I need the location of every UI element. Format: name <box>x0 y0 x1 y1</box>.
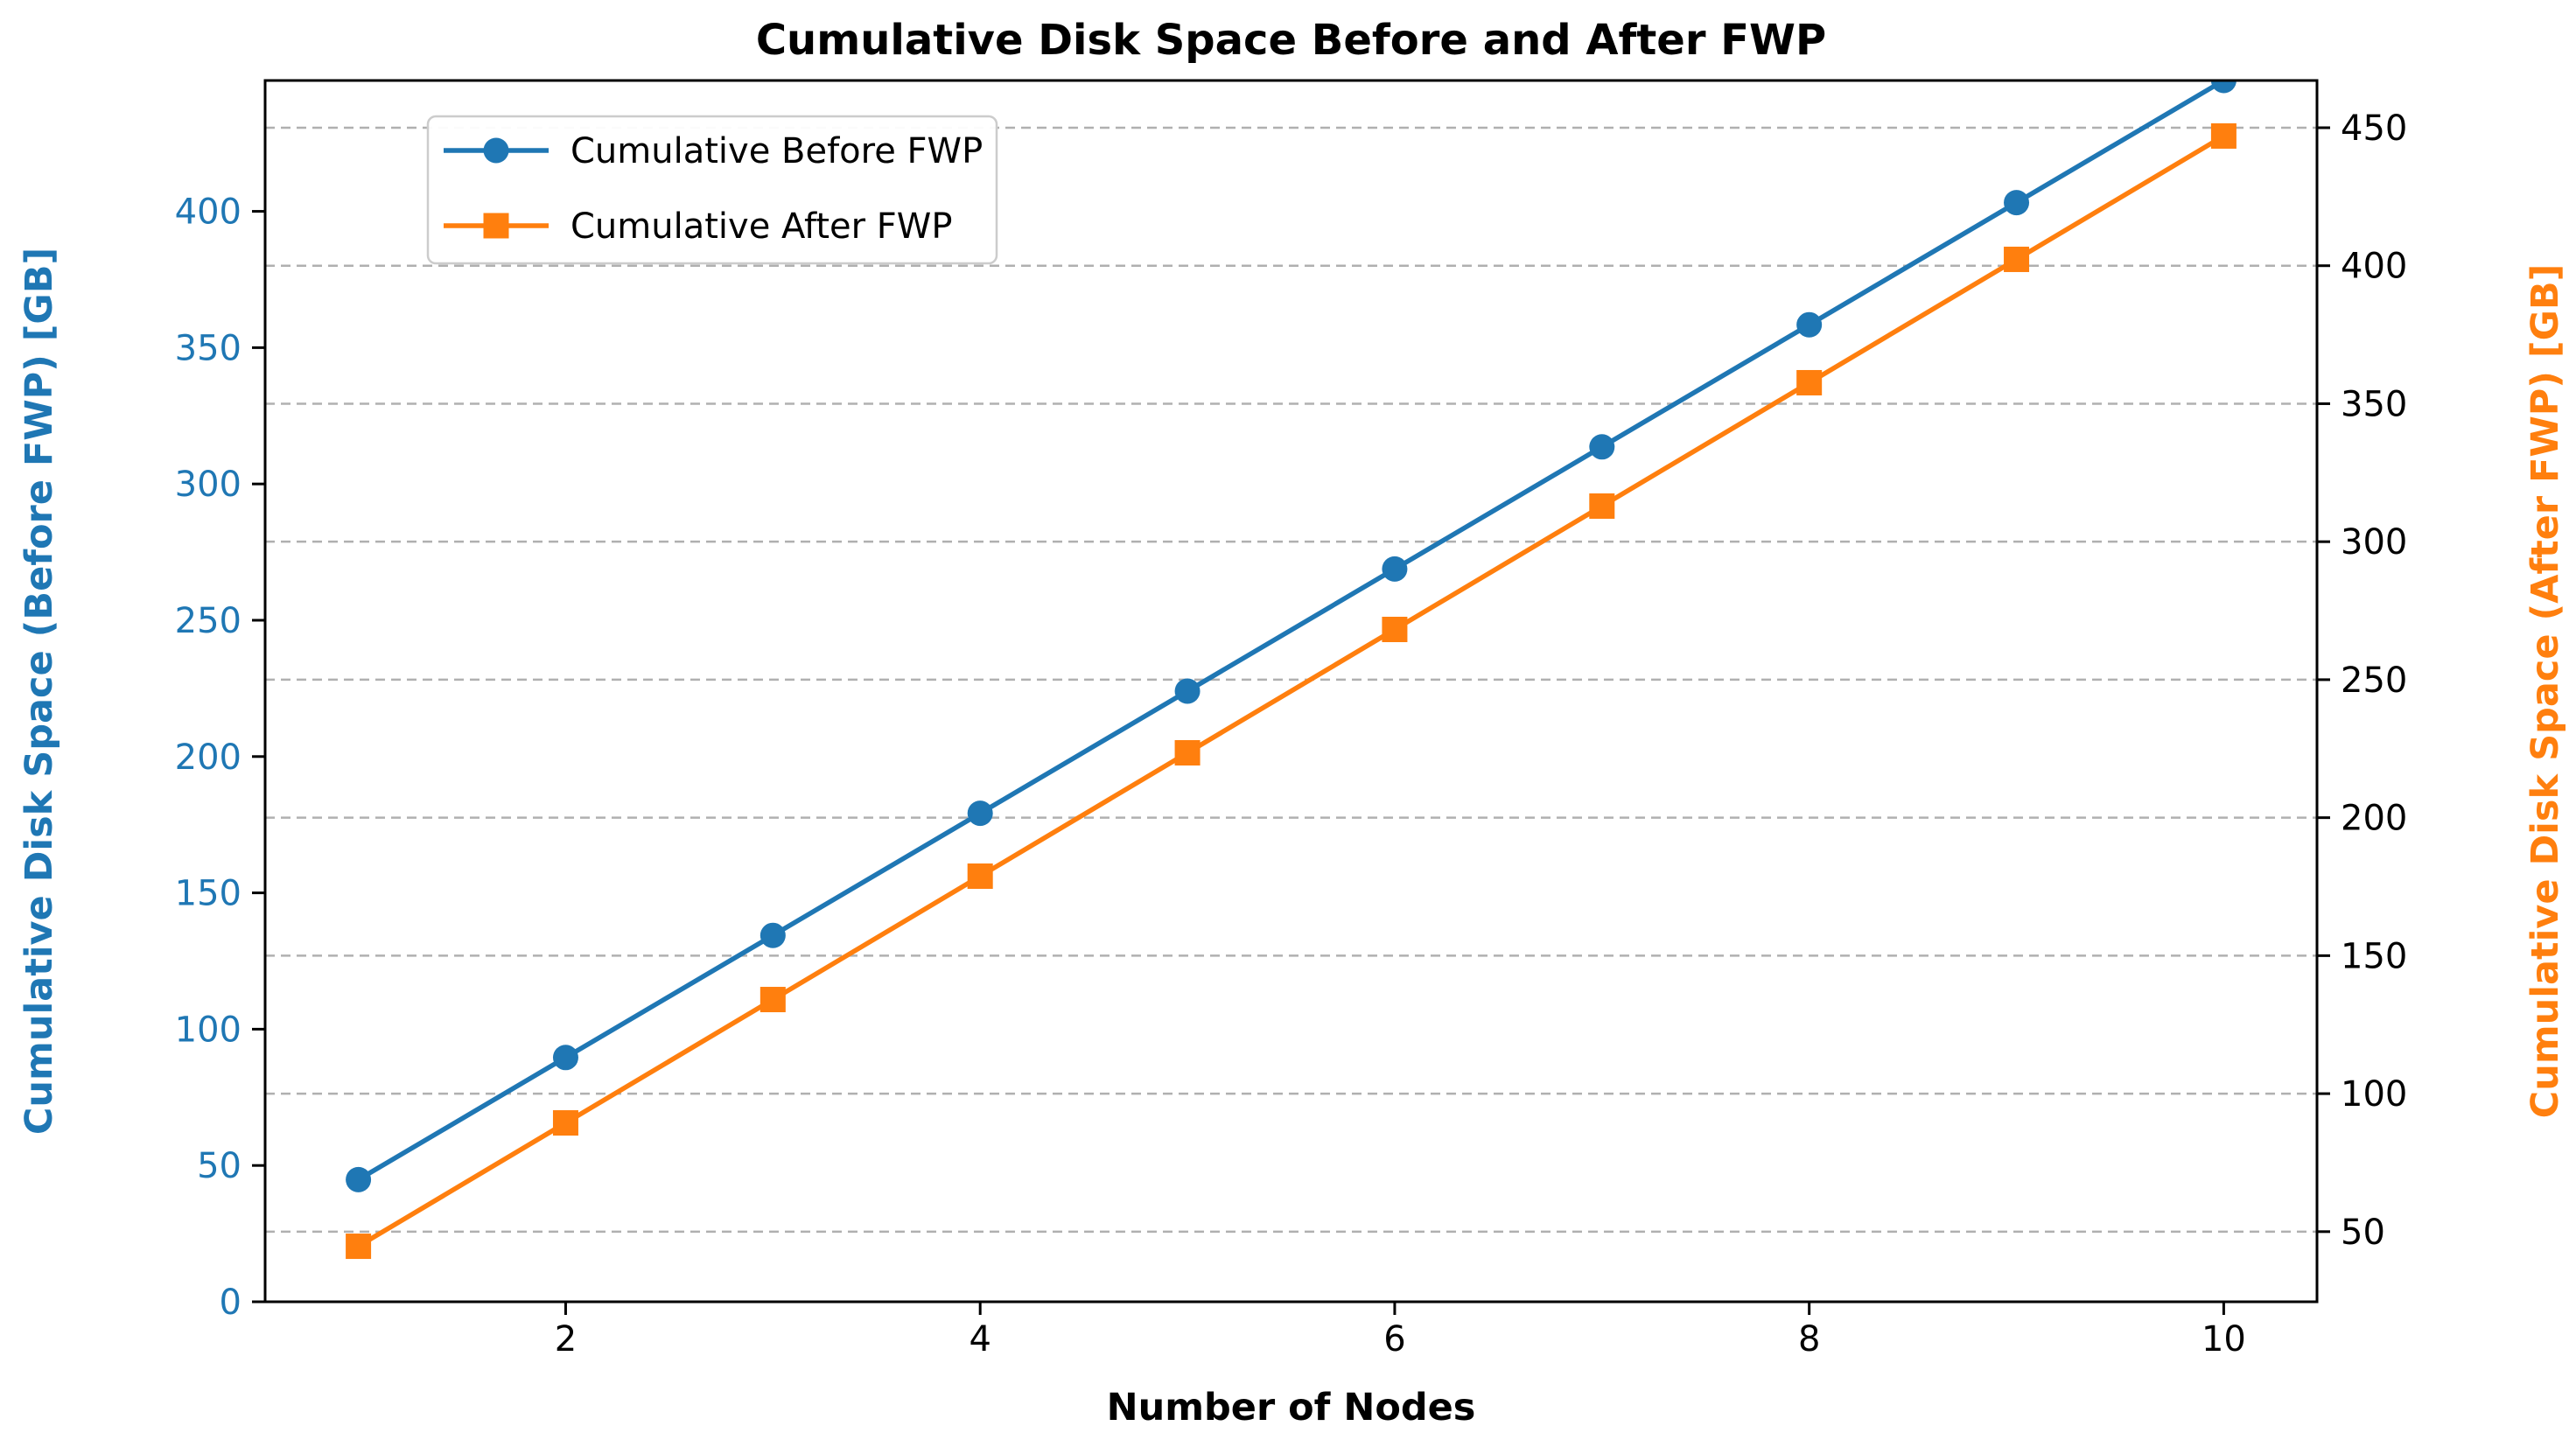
data-point-after <box>967 863 993 890</box>
data-point-before <box>2210 80 2236 94</box>
data-point-after <box>1796 369 1823 395</box>
legend-item: Cumulative Before FWP <box>444 131 983 171</box>
data-point-after <box>552 1110 578 1136</box>
x-axis-tick-label: 4 <box>969 1319 990 1360</box>
data-point-after <box>1174 740 1200 766</box>
left-axis-tick-label: 0 <box>220 1283 242 1323</box>
series-after-fwp <box>346 122 2236 1260</box>
data-point-before <box>760 922 786 948</box>
x-axis-tick-label: 8 <box>1798 1319 1820 1360</box>
left-axis-tick-label: 350 <box>175 328 242 368</box>
data-point-after <box>760 987 786 1013</box>
data-point-before <box>1174 678 1200 704</box>
left-axis-tick-label: 400 <box>175 192 242 233</box>
data-point-before <box>1382 556 1408 582</box>
right-axis-tick-label: 350 <box>2341 384 2407 424</box>
right-axis-label: Cumulative Disk Space (After FWP) [GB] <box>2524 264 2567 1119</box>
plot-border <box>263 79 2319 1304</box>
x-axis-tick-label: 6 <box>1383 1319 1405 1360</box>
right-axis-tick-label: 300 <box>2341 522 2407 563</box>
legend-square-marker-icon <box>483 213 509 239</box>
data-point-after <box>2210 122 2236 149</box>
series-before-fwp <box>346 80 2236 1192</box>
data-point-before <box>346 1166 372 1192</box>
left-axis-tick-label: 200 <box>175 737 242 778</box>
data-point-after <box>2004 246 2030 272</box>
legend-item-label: Cumulative After FWP <box>570 206 952 247</box>
series-line <box>355 133 2227 1249</box>
data-point-before <box>2004 190 2030 216</box>
legend-item-label: Cumulative Before FWP <box>570 131 983 171</box>
right-axis-tick-label: 100 <box>2341 1074 2407 1115</box>
chart-title: Cumulative Disk Space Before and After F… <box>756 16 1826 65</box>
x-axis-group: 2 4 6 8 10 <box>555 1302 2246 1360</box>
data-point-before <box>552 1045 578 1071</box>
data-point-before <box>967 800 993 827</box>
legend-box <box>426 115 998 265</box>
data-point-after <box>346 1234 372 1260</box>
right-axis-tick-label: 50 <box>2341 1213 2385 1253</box>
right-axis-group: 50 100 150 200 250 300 350 400 450 <box>2317 108 2407 1253</box>
data-point-after <box>1589 493 1615 519</box>
series-group <box>346 80 2236 1260</box>
right-axis-tick-label: 400 <box>2341 247 2407 287</box>
data-point-before <box>1589 434 1615 460</box>
right-axis-tick-label: 450 <box>2341 108 2407 149</box>
left-axis-tick-label: 50 <box>197 1146 242 1186</box>
data-point-before <box>1796 311 1823 338</box>
data-point-after <box>1382 616 1408 642</box>
left-axis-label: Cumulative Disk Space (Before FWP) [GB] <box>18 248 61 1135</box>
x-axis-label: Number of Nodes <box>1107 1386 1476 1430</box>
legend-circle-marker-icon <box>483 137 509 164</box>
left-axis-group: 0 50 100 150 200 250 300 350 400 <box>175 192 265 1323</box>
left-axis-tick-label: 100 <box>175 1010 242 1050</box>
x-axis-tick-label: 10 <box>2202 1319 2246 1360</box>
legend-item: Cumulative After FWP <box>444 206 952 247</box>
left-axis-tick-label: 150 <box>175 874 242 914</box>
x-axis-tick-label: 2 <box>555 1319 577 1360</box>
left-axis-tick-label: 300 <box>175 465 242 505</box>
right-axis-tick-label: 200 <box>2341 799 2407 839</box>
left-axis-tick-label: 250 <box>175 601 242 641</box>
legend: Cumulative Before FWP Cumulative After FW… <box>426 115 998 265</box>
right-axis-tick-label: 150 <box>2341 936 2407 976</box>
series-line <box>355 80 2227 1183</box>
gridlines-group <box>265 126 2317 1234</box>
right-axis-tick-label: 250 <box>2341 661 2407 701</box>
